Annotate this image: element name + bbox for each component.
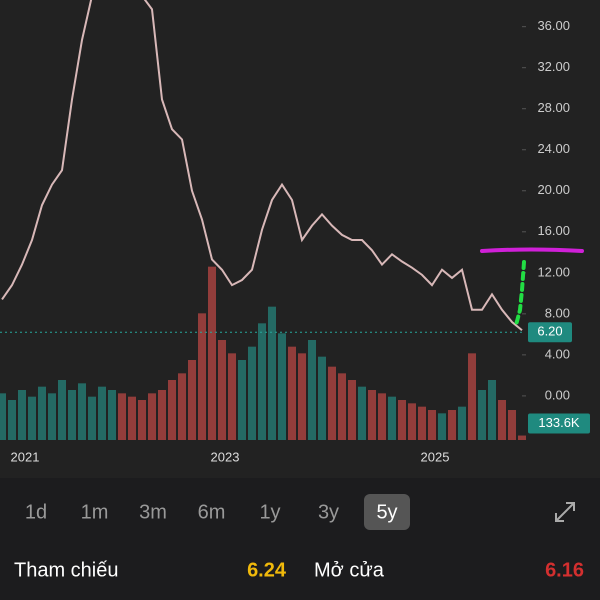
volume-bar — [508, 410, 516, 440]
volume-bar — [338, 373, 346, 440]
volume-bar — [208, 266, 216, 440]
volume-bar — [28, 396, 36, 440]
y-tick-label: 8.00 — [545, 305, 570, 320]
volume-bar — [38, 386, 46, 440]
open-label: Mở cửa — [314, 559, 385, 581]
y-tick-label: 36.00 — [537, 18, 570, 33]
panel-bg — [0, 478, 600, 600]
volume-bar — [518, 435, 526, 440]
open-value: 6.16 — [545, 559, 584, 581]
volume-bar — [158, 390, 166, 440]
volume-bar — [468, 353, 476, 440]
y-tick-label: 0.00 — [545, 387, 570, 402]
timeframe-button[interactable]: 5y — [376, 501, 397, 523]
timeframe-button[interactable]: 1m — [81, 501, 109, 523]
timeframe-button[interactable]: 1d — [25, 501, 47, 523]
volume-bar — [408, 403, 416, 440]
volume-bar — [148, 393, 156, 440]
volume-bar — [328, 366, 336, 440]
volume-bar — [108, 390, 116, 440]
y-tick-label: 24.00 — [537, 141, 570, 156]
expand-icon[interactable] — [555, 502, 575, 522]
volume-bar — [8, 400, 16, 440]
y-tick-label: 28.00 — [537, 100, 570, 115]
y-tick-label: 16.00 — [537, 223, 570, 238]
volume-bar — [448, 410, 456, 440]
volume-bar — [258, 323, 266, 440]
volume-bar — [458, 406, 466, 440]
volume-bar — [48, 393, 56, 440]
volume-bar — [88, 396, 96, 440]
last-price-label: 6.20 — [537, 324, 562, 339]
volume-bar — [188, 360, 196, 440]
y-tick-label: 12.00 — [537, 264, 570, 279]
volume-bar — [418, 406, 426, 440]
volume-bar — [438, 413, 446, 440]
annotation-line — [480, 247, 584, 253]
y-tick-label: 32.00 — [537, 59, 570, 74]
volume-bar — [18, 390, 26, 440]
volume-bar — [488, 380, 496, 440]
volume-bar — [198, 313, 206, 440]
y-tick-label: 4.00 — [545, 346, 570, 361]
volume-label: 133.6K — [538, 415, 580, 430]
volume-bar — [358, 386, 366, 440]
volume-bar — [388, 396, 396, 440]
volume-bar — [278, 333, 286, 440]
volume-bar — [368, 390, 376, 440]
volume-bar — [98, 386, 106, 440]
timeframe-active-bg — [364, 494, 410, 530]
price-line — [1, 0, 523, 332]
volume-bar — [0, 393, 6, 440]
x-tick-label: 2025 — [421, 449, 450, 464]
volume-bar — [288, 346, 296, 440]
reference-label: Tham chiếu — [14, 559, 119, 581]
timeframe-button[interactable]: 3y — [318, 501, 339, 523]
volume-bar — [168, 380, 176, 440]
volume-bar — [268, 306, 276, 440]
x-tick-label: 2023 — [211, 449, 240, 464]
last-price-tag — [528, 322, 572, 343]
volume-bar — [238, 360, 246, 440]
volume-bar — [308, 340, 316, 440]
x-tick-label: 2021 — [11, 449, 40, 464]
volume-bar — [318, 356, 326, 440]
volume-bar — [348, 380, 356, 440]
volume-tag — [528, 413, 590, 434]
annotation-dots — [514, 260, 526, 327]
y-tick-label: 20.00 — [537, 182, 570, 197]
volume-bar — [218, 340, 226, 440]
reference-value: 6.24 — [247, 559, 287, 581]
volume-bar — [128, 396, 136, 440]
volume-bar — [228, 353, 236, 440]
timeframe-button[interactable]: 6m — [198, 501, 226, 523]
volume-bar — [118, 393, 126, 440]
volume-bar — [138, 400, 146, 440]
timeframe-button[interactable]: 1y — [259, 501, 280, 523]
volume-bar — [298, 353, 306, 440]
timeframe-button[interactable]: 3m — [139, 501, 167, 523]
volume-bar — [58, 380, 66, 440]
volume-bar — [498, 400, 506, 440]
volume-bar — [428, 410, 436, 440]
volume-bar — [478, 390, 486, 440]
volume-bar — [78, 383, 86, 440]
volume-bar — [178, 373, 186, 440]
volume-bar — [68, 390, 76, 440]
volume-bar — [248, 346, 256, 440]
volume-bar — [378, 393, 386, 440]
volume-bar — [398, 400, 406, 440]
